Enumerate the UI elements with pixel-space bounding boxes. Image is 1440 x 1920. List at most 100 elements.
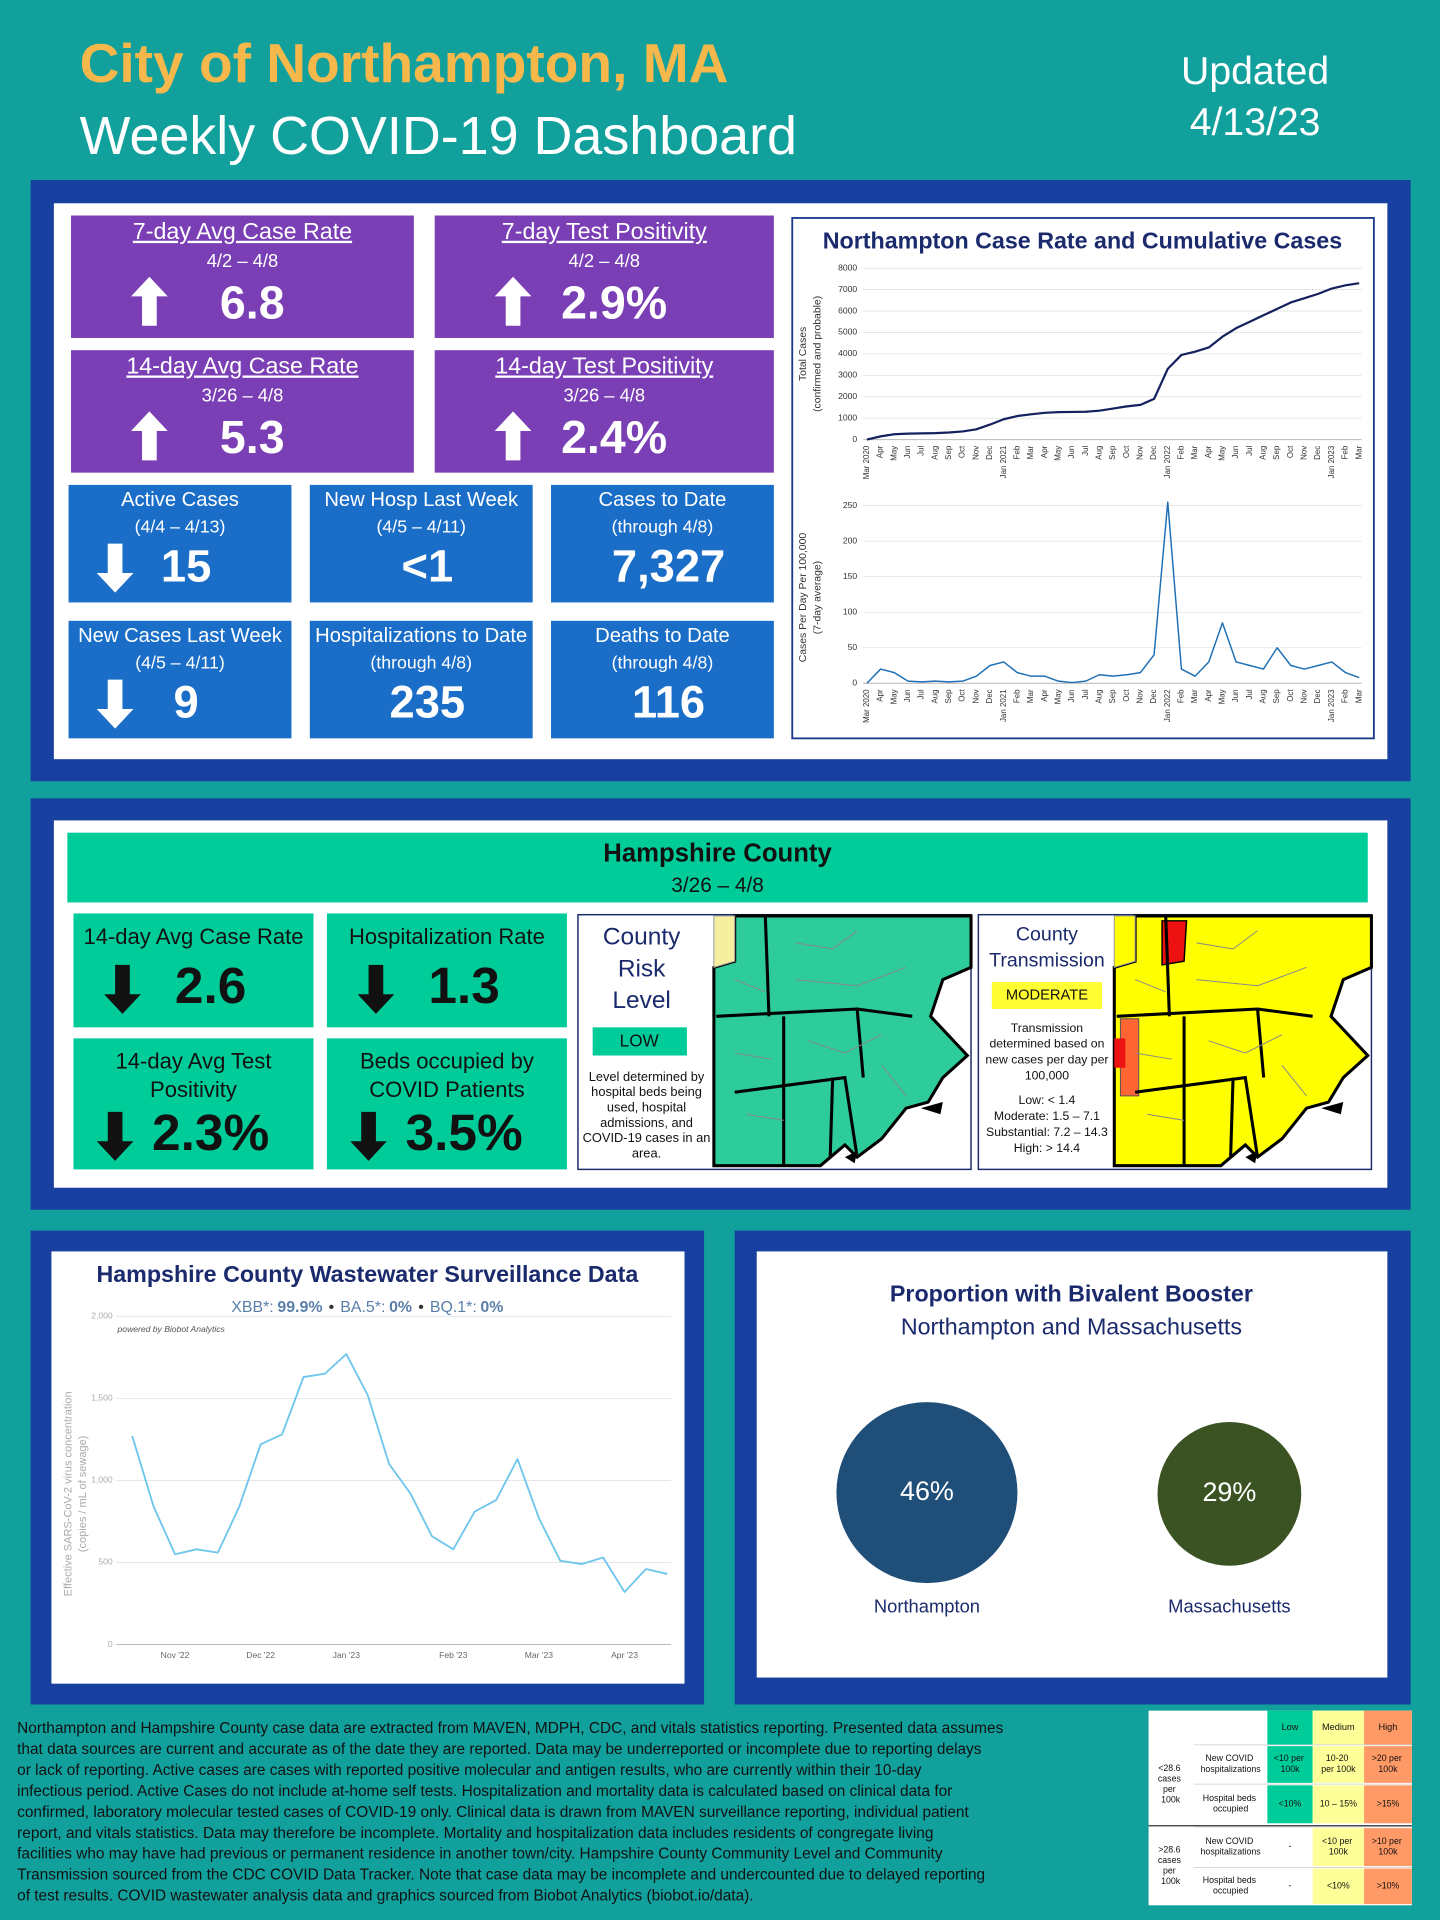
page-title: City of Northampton, MA [80,32,729,94]
count-tile [309,620,533,739]
variant-share: 0% [389,1299,412,1316]
county-header [67,832,1368,903]
x-tick-label: Jan 2023 [1327,445,1336,478]
chart-subtitle: XBB*: 99.9% • BA.5*: 0% • BQ.1*: 0% [231,1299,503,1316]
map-region [1112,914,1373,1168]
risk-badge [592,1027,687,1056]
table-header: Low [1282,1722,1299,1732]
y-tick-label: 1,500 [91,1393,113,1403]
y-tick-label: 1,000 [91,1475,113,1485]
metric-tile [434,215,774,338]
footer-text: or lack of reporting. Active cases are c… [17,1762,922,1779]
table-cell [1312,1868,1365,1905]
x-tick-label: Oct [1286,445,1295,458]
y-tick-label: 8000 [838,262,857,272]
table-group-label: >28.6 cases per 100k [1158,1845,1183,1887]
table-row-label: New COVID hospitalizations [1201,1836,1262,1857]
x-tick-label: Jun [1231,689,1240,702]
metric-value: 6.8 [220,276,285,328]
table-cell [1267,1868,1313,1905]
table-cell-text: >15% [1377,1799,1400,1809]
county-metric-value: 2.3% [152,1103,269,1161]
table-header: High [1379,1722,1398,1732]
table-cell-text: >20 per 100k [1372,1754,1405,1775]
x-tick-label: Dec [985,446,994,460]
metric-value: 5.3 [220,411,285,463]
text-line: New COVID [1205,1754,1255,1764]
x-tick-label: Dec [1313,446,1322,460]
text-line: <28.6 [1158,1763,1183,1773]
text-line: >20 per [1372,1754,1405,1764]
x-tick-label: Mar '23 [525,1650,554,1660]
y-axis-label: (copies / mL of sewage) [77,1436,89,1553]
x-tick-label: May [1218,446,1227,461]
x-tick-label: Nov [1300,689,1309,703]
count-period: (through 4/8) [612,516,714,536]
x-tick-label: Jul [1245,445,1254,455]
x-tick-label: Oct [958,445,967,458]
county-metric-value: 2.6 [175,956,246,1014]
count-value: 15 [161,540,211,591]
table-header-cell [1267,1710,1313,1745]
count-value: <1 [402,540,454,591]
text-line: 100k [1161,1795,1181,1805]
count-tile [551,620,774,739]
transmission-title: County [1016,924,1078,946]
y-tick-label: 2,000 [91,1311,113,1321]
text-line: >28.6 [1158,1845,1183,1855]
metric-title: 14-day Test Positivity [495,352,713,378]
variant-name: BA.5*: [340,1299,385,1316]
y-tick-label: 7000 [838,284,857,294]
table-cell [1364,1868,1412,1905]
text-line: 100k [1378,1847,1398,1857]
x-tick-label: Feb [1012,689,1021,703]
x-tick-label: Jun [903,689,912,702]
metric-title: 14-day Avg Case Rate [126,352,358,378]
x-tick-label: Sep [1108,689,1117,704]
metric-tile [71,215,414,338]
x-tick-label: Dec [1149,446,1158,460]
x-tick-label: Jan 2021 [999,445,1008,478]
footer-text: of test results. COVID wastewater analys… [17,1888,753,1905]
footer-text: Transmission sourced from the CDC COVID … [17,1867,985,1884]
count-value: 116 [632,676,705,727]
text-line: New COVID [1205,1836,1255,1846]
map-region [1114,1038,1126,1068]
risk-note: Level determined by [589,1069,705,1084]
x-tick-label: Nov [1300,446,1309,460]
table-cell [1267,1828,1313,1867]
text-line: 100k [1161,1876,1181,1886]
y-axis-label: (confirmed and probable) [813,296,824,412]
table-cell-text: - [1289,1841,1292,1851]
x-tick-label: May [889,689,898,704]
variant-name: XBB*: [231,1299,273,1316]
text-line: - [1289,1841,1292,1851]
count-value: 235 [390,676,466,727]
table-row-label: Hospital beds occupied [1203,1875,1259,1896]
x-tick-label: Sep [944,689,953,704]
x-tick-label: Dec '22 [246,1650,275,1660]
x-tick-label: Feb [1012,445,1021,459]
text-line: cases [1158,1774,1183,1784]
y-tick-label: 0 [852,678,857,688]
table-cell-text: <10 per 100k [1274,1754,1307,1775]
table-cell-text: 10 – 15% [1320,1799,1357,1809]
count-period: (through 4/8) [612,652,714,672]
text-line: occupied [1213,1886,1248,1896]
risk-map [712,914,973,1168]
county-metric-title: Beds occupied by [360,1049,534,1074]
county-title: Hampshire County [603,839,832,867]
x-tick-label: Dec [1149,689,1158,703]
metric-title: 7-day Avg Case Rate [133,218,352,244]
x-tick-label: Feb [1177,445,1186,459]
count-title: New Cases Last Week [78,625,283,647]
count-tile [68,620,292,739]
count-title: New Hosp Last Week [324,489,519,511]
x-tick-label: Mar [1026,689,1035,703]
x-tick-label: Oct [1122,445,1131,458]
x-tick-label: Sep [1272,445,1281,460]
text-line: per 100k [1321,1764,1356,1774]
count-tile [551,484,774,603]
chart-title: Northampton Case Rate and Cumulative Cas… [823,228,1342,254]
risk-note: hospital beds being [591,1084,702,1099]
